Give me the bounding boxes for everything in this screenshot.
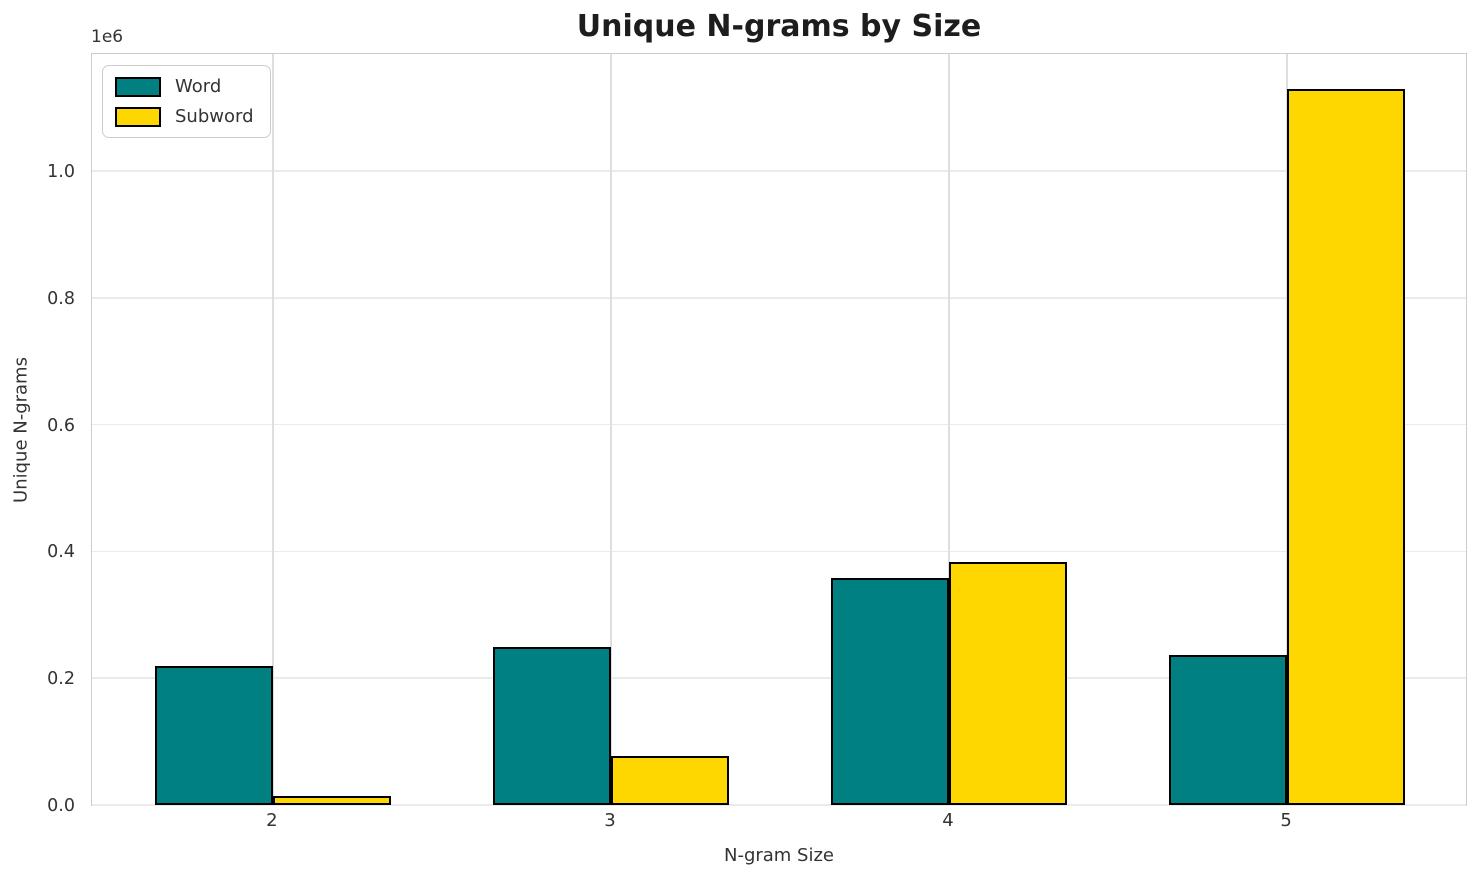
bar-word-2 xyxy=(154,666,273,805)
gridline-horizontal xyxy=(92,677,1466,679)
bar-subword-2 xyxy=(272,796,392,805)
legend-swatch-subword xyxy=(115,106,161,127)
legend-item: Subword xyxy=(115,106,254,127)
y-axis-offset-label: 1e6 xyxy=(91,27,124,47)
gridline-horizontal xyxy=(92,804,1466,806)
bar-word-3 xyxy=(492,647,611,805)
gridline-horizontal xyxy=(92,170,1466,172)
legend-item: Word xyxy=(115,76,254,97)
y-tick-label: 0.4 xyxy=(47,542,75,563)
gridline-vertical xyxy=(948,54,950,805)
y-tick-label: 0.0 xyxy=(47,796,75,816)
y-tick-label: 0.2 xyxy=(47,669,75,690)
bar-word-4 xyxy=(830,578,950,805)
y-tick-label: 1.0 xyxy=(47,162,75,183)
legend: Word Subword xyxy=(102,65,271,138)
x-tick-label: 3 xyxy=(604,810,616,831)
gridline-vertical xyxy=(610,54,612,805)
x-tick-label: 4 xyxy=(942,810,954,831)
gridline-horizontal xyxy=(92,297,1466,299)
legend-label: Word xyxy=(175,76,222,97)
gridline-horizontal xyxy=(92,550,1466,553)
gridline-horizontal xyxy=(92,423,1466,426)
bar-subword-4 xyxy=(949,562,1068,805)
y-tick-label: 0.6 xyxy=(47,415,75,436)
gridline-vertical xyxy=(272,54,274,805)
legend-swatch-word xyxy=(115,76,161,97)
x-axis-label: N-gram Size xyxy=(723,845,835,866)
legend-label: Subword xyxy=(175,106,254,127)
x-tick-label: 5 xyxy=(1280,810,1292,831)
chart-title: Unique N-grams by Size xyxy=(576,9,982,44)
x-tick-label: 2 xyxy=(266,810,278,831)
y-tick-label: 0.8 xyxy=(47,288,75,309)
bar-word-5 xyxy=(1168,655,1288,805)
plot-area: Word Subword xyxy=(91,53,1467,806)
bar-subword-5 xyxy=(1287,89,1406,805)
bar-subword-3 xyxy=(610,756,730,805)
